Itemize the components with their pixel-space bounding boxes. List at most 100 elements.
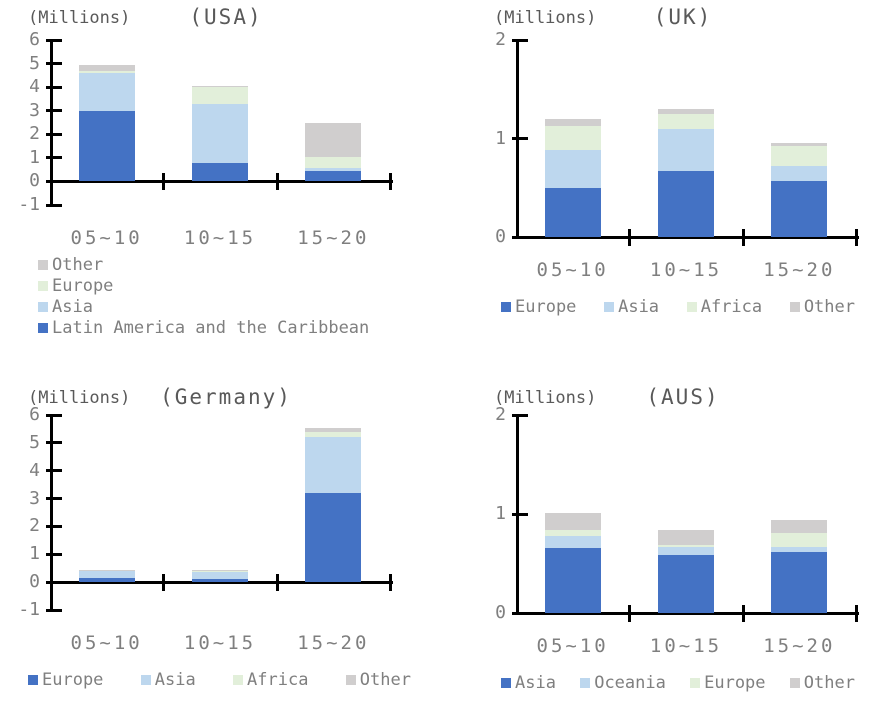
category-axis: 05~10 10~15 15~20 bbox=[0, 632, 441, 658]
x-axis-tick bbox=[162, 173, 166, 191]
y-axis-tick bbox=[46, 62, 62, 66]
bar-segment-europe bbox=[658, 544, 714, 547]
bar-segment-latin-america-and-the-caribbean bbox=[305, 170, 362, 182]
chart-header: (Millions) (Germany) bbox=[0, 385, 441, 415]
bar-segment-asia bbox=[658, 128, 714, 171]
x-axis-tick bbox=[162, 574, 166, 592]
legend-item: Asia bbox=[501, 673, 556, 693]
y-axis-line bbox=[50, 39, 53, 207]
bar-segment-africa bbox=[771, 146, 828, 167]
y-axis-tick-label: 1 bbox=[495, 127, 506, 149]
bar-segment-other bbox=[544, 118, 601, 126]
x-axis-tick bbox=[275, 173, 279, 191]
bar-segment-europe bbox=[305, 493, 362, 583]
chart-germany: (Millions) (Germany) 6 5 4 3 2 1 0 -1 05~10 10~1… bbox=[0, 375, 441, 710]
legend: Europe Asia Africa Other bbox=[441, 297, 883, 317]
y-axis-tick bbox=[46, 469, 62, 473]
x-axis-line bbox=[50, 179, 393, 183]
y-axis-tick-label: 2 bbox=[495, 29, 506, 50]
category-label: 10~15 bbox=[649, 259, 723, 281]
x-axis-line bbox=[516, 611, 859, 615]
category-label: 10~15 bbox=[649, 635, 723, 657]
y-axis-tick bbox=[46, 38, 62, 42]
y-axis-tick-label: 0 bbox=[495, 226, 506, 247]
bar-segment-other bbox=[544, 513, 601, 530]
y-axis-tick-label: 3 bbox=[29, 99, 40, 121]
legend-item: Other bbox=[345, 670, 411, 690]
bar-segment-europe bbox=[78, 70, 135, 73]
bar-segment-asia bbox=[192, 571, 248, 579]
category-label: 05~10 bbox=[536, 259, 609, 281]
bar-segment-europe bbox=[192, 87, 248, 104]
legend-item: Other bbox=[789, 297, 855, 317]
y-axis-tick bbox=[46, 109, 62, 113]
bar-segment-asia bbox=[78, 570, 135, 578]
bar-segment-europe bbox=[544, 187, 601, 237]
legend-label: Other bbox=[52, 255, 104, 275]
y-axis-tick bbox=[46, 441, 62, 445]
bar-segment-other bbox=[192, 85, 248, 88]
bar-segment-latin-america-and-the-caribbean bbox=[192, 162, 248, 182]
y-axis-tick bbox=[46, 524, 62, 528]
category-label: 05~10 bbox=[70, 632, 143, 654]
legend: Asia Oceania Europe Other bbox=[441, 673, 883, 693]
chart-title: (AUS) bbox=[646, 385, 720, 409]
bar-segment-other bbox=[78, 64, 135, 71]
x-axis-tick bbox=[855, 229, 858, 246]
legend-marker bbox=[233, 675, 244, 685]
x-axis-tick bbox=[628, 229, 632, 246]
legend-marker bbox=[38, 323, 48, 333]
chart-usa: (Millions) (USA) 6 5 4 3 2 1 0 -1 05~10 10~15 15~… bbox=[0, 0, 441, 375]
y-axis-tick-label: 0 bbox=[29, 571, 40, 593]
y-axis-tick-label: 2 bbox=[495, 404, 506, 425]
legend-label: Other bbox=[359, 670, 411, 690]
units-label: (Millions) bbox=[494, 388, 597, 408]
x-axis-tick bbox=[389, 173, 392, 191]
legend: Other Europe Asia Latin America and the Car… bbox=[38, 255, 441, 338]
legend-label: Asia bbox=[618, 297, 660, 317]
legend-item: Latin America and the Caribbean bbox=[38, 318, 441, 338]
y-axis-tick bbox=[512, 38, 528, 42]
bar-segment-other bbox=[305, 427, 362, 432]
legend-marker bbox=[501, 678, 511, 688]
chart-aus: (Millions) (AUS) 2 1 0 05~10 10~15 15~20 Asi… bbox=[441, 375, 883, 710]
category-label: 05~10 bbox=[536, 635, 609, 657]
units-label: (Millions) bbox=[494, 8, 597, 28]
y-axis-tick bbox=[46, 132, 62, 136]
legend-item: Europe bbox=[28, 670, 103, 690]
legend-label: Europe bbox=[52, 276, 114, 296]
bar-segment-europe bbox=[771, 180, 828, 237]
legend-marker bbox=[789, 678, 800, 688]
bar-segment-asia bbox=[658, 554, 714, 613]
bar-segment-europe bbox=[658, 171, 714, 237]
legend-marker bbox=[501, 302, 511, 312]
y-axis-tick bbox=[512, 512, 528, 516]
y-axis-tick bbox=[46, 497, 62, 501]
legend-item: Oceania bbox=[580, 673, 666, 693]
legend-marker bbox=[604, 302, 615, 312]
bar-segment-asia bbox=[544, 547, 601, 613]
legend-item: Europe bbox=[501, 297, 576, 317]
category-label: 05~10 bbox=[70, 227, 143, 249]
y-axis-tick-label: 5 bbox=[29, 431, 40, 453]
category-label: 15~20 bbox=[763, 635, 836, 657]
category-label: 10~15 bbox=[183, 227, 257, 249]
bar-segment-europe bbox=[305, 156, 362, 169]
y-axis-tick-label: 2 bbox=[29, 123, 40, 145]
y-axis-tick-label: 6 bbox=[29, 29, 40, 50]
bar-segment-africa bbox=[544, 125, 601, 151]
bar-segment-latin-america-and-the-caribbean bbox=[78, 110, 135, 182]
legend-marker bbox=[28, 675, 38, 685]
chart-header: (Millions) (UK) bbox=[441, 5, 883, 40]
legend-label: Asia bbox=[154, 670, 196, 690]
bar-segment-africa bbox=[192, 571, 248, 572]
y-axis-tick bbox=[46, 203, 62, 207]
legend-item: Africa bbox=[686, 297, 762, 317]
legend-item: Africa bbox=[233, 670, 308, 690]
x-axis-tick bbox=[275, 574, 279, 592]
x-axis-tick bbox=[628, 605, 632, 622]
y-axis-tick-label: 4 bbox=[29, 459, 40, 481]
y-axis-tick-label: 6 bbox=[29, 404, 40, 425]
plot-area: 6 5 4 3 2 1 0 -1 bbox=[0, 404, 441, 620]
